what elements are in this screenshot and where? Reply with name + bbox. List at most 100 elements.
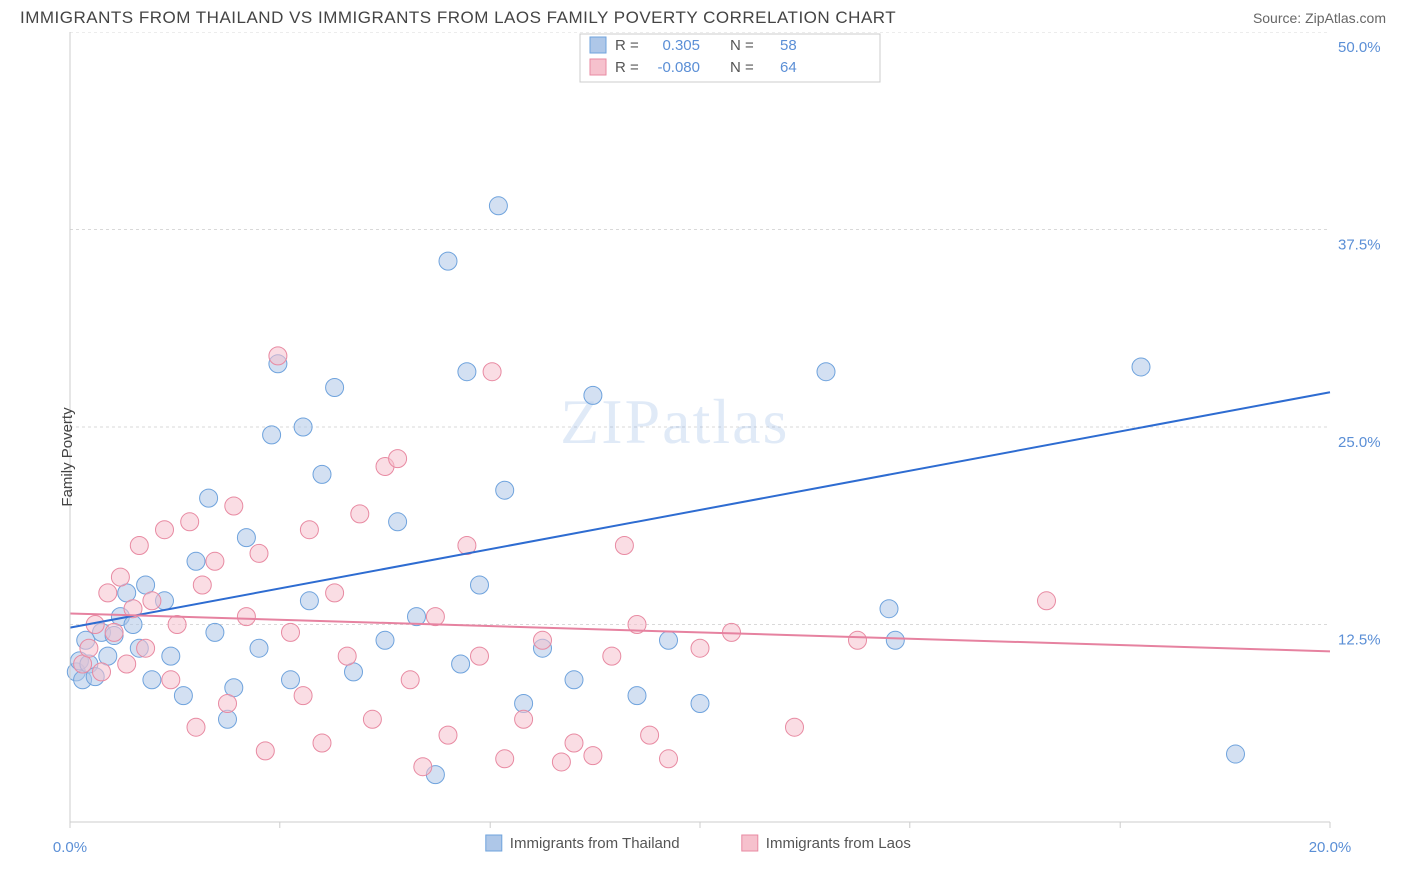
- data-point: [584, 386, 602, 404]
- data-point: [193, 576, 211, 594]
- data-point: [886, 631, 904, 649]
- legend-n-value: 64: [780, 59, 797, 76]
- data-point: [162, 647, 180, 665]
- data-point: [615, 537, 633, 555]
- data-point: [471, 647, 489, 665]
- data-point: [143, 592, 161, 610]
- data-point: [565, 671, 583, 689]
- data-point: [269, 347, 287, 365]
- data-point: [99, 647, 117, 665]
- data-point: [294, 418, 312, 436]
- x-tick-label: 0.0%: [53, 839, 87, 856]
- legend-swatch: [590, 59, 606, 75]
- legend-swatch: [590, 37, 606, 53]
- data-point: [99, 584, 117, 602]
- data-point: [187, 552, 205, 570]
- data-point: [534, 631, 552, 649]
- y-tick-label: 37.5%: [1338, 237, 1381, 254]
- data-point: [439, 252, 457, 270]
- data-point: [389, 450, 407, 468]
- correlation-legend: R =0.305N =58R =-0.080N =64: [580, 34, 880, 82]
- data-point: [181, 513, 199, 531]
- legend-label: Immigrants from Thailand: [510, 835, 680, 852]
- data-point: [200, 489, 218, 507]
- data-point: [105, 623, 123, 641]
- data-point: [496, 750, 514, 768]
- data-point: [80, 639, 98, 657]
- y-axis-label: Family Poverty: [59, 407, 76, 506]
- data-point: [300, 521, 318, 539]
- data-point: [880, 600, 898, 618]
- data-point: [565, 734, 583, 752]
- legend-label: Immigrants from Laos: [766, 835, 911, 852]
- data-point: [641, 726, 659, 744]
- data-point: [338, 647, 356, 665]
- data-point: [111, 568, 129, 586]
- data-point: [786, 718, 804, 736]
- data-point: [351, 505, 369, 523]
- data-point: [250, 639, 268, 657]
- data-point: [628, 687, 646, 705]
- data-point: [256, 742, 274, 760]
- data-point: [206, 623, 224, 641]
- legend-n-label: N =: [730, 59, 754, 76]
- y-tick-label: 50.0%: [1338, 39, 1381, 56]
- data-point: [174, 687, 192, 705]
- data-point: [237, 529, 255, 547]
- data-point: [1227, 745, 1245, 763]
- data-point: [300, 592, 318, 610]
- chart-container: Family Poverty 12.5%25.0%37.5%50.0%ZIPat…: [20, 32, 1386, 882]
- data-point: [282, 623, 300, 641]
- data-point: [458, 363, 476, 381]
- data-point: [660, 750, 678, 768]
- data-point: [515, 710, 533, 728]
- data-point: [345, 663, 363, 681]
- data-point: [206, 552, 224, 570]
- legend-r-value: 0.305: [662, 37, 700, 54]
- data-point: [326, 584, 344, 602]
- data-point: [294, 687, 312, 705]
- data-point: [660, 631, 678, 649]
- legend-r-label: R =: [615, 59, 639, 76]
- legend-r-label: R =: [615, 37, 639, 54]
- data-point: [118, 655, 136, 673]
- data-point: [817, 363, 835, 381]
- data-point: [552, 753, 570, 771]
- data-point: [1132, 358, 1150, 376]
- data-point: [483, 363, 501, 381]
- legend-swatch: [486, 835, 502, 851]
- data-point: [584, 747, 602, 765]
- chart-title: IMMIGRANTS FROM THAILAND VS IMMIGRANTS F…: [20, 8, 896, 28]
- source-name: ZipAtlas.com: [1305, 10, 1386, 26]
- data-point: [452, 655, 470, 673]
- data-point: [130, 537, 148, 555]
- data-point: [187, 718, 205, 736]
- x-tick-label: 20.0%: [1309, 839, 1352, 856]
- source-attribution: Source: ZipAtlas.com: [1253, 10, 1386, 26]
- data-point: [250, 544, 268, 562]
- legend-r-value: -0.080: [657, 59, 700, 76]
- series-legend: Immigrants from Thailand Immigrants from …: [486, 835, 911, 852]
- data-point: [168, 616, 186, 634]
- data-point: [313, 734, 331, 752]
- data-point: [143, 671, 161, 689]
- data-point: [363, 710, 381, 728]
- data-point: [225, 497, 243, 515]
- data-point: [439, 726, 457, 744]
- chart-header: IMMIGRANTS FROM THAILAND VS IMMIGRANTS F…: [0, 0, 1406, 32]
- legend-swatch: [742, 835, 758, 851]
- source-label: Source:: [1253, 10, 1301, 26]
- data-point: [237, 608, 255, 626]
- data-point: [313, 465, 331, 483]
- scatter-chart: 12.5%25.0%37.5%50.0%ZIPatlas0.0%20.0%R =…: [20, 32, 1386, 882]
- data-point: [603, 647, 621, 665]
- y-tick-label: 25.0%: [1338, 434, 1381, 451]
- data-point: [156, 521, 174, 539]
- data-point: [263, 426, 281, 444]
- data-point: [471, 576, 489, 594]
- data-point: [326, 379, 344, 397]
- data-point: [414, 758, 432, 776]
- data-point: [401, 671, 419, 689]
- data-point: [282, 671, 300, 689]
- data-point: [691, 639, 709, 657]
